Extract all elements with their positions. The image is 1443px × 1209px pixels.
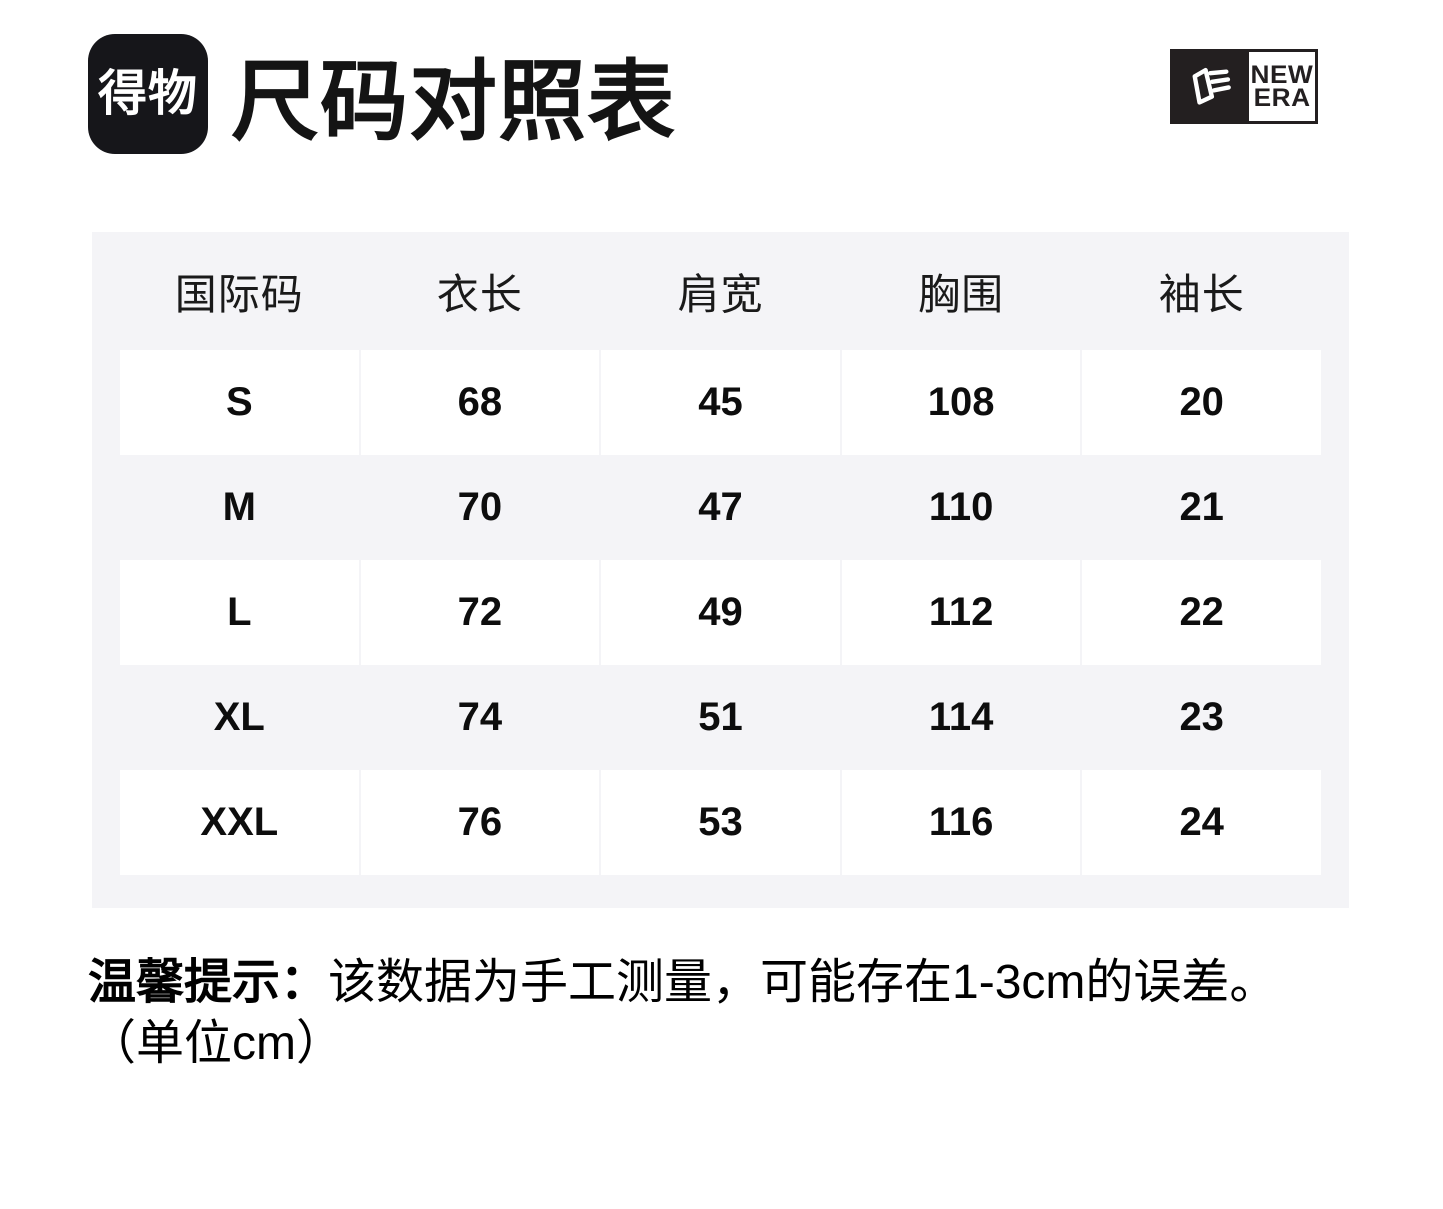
note-unit: （单位cm） xyxy=(88,1017,344,1071)
column-header-sleeve-length: 袖长 xyxy=(1158,270,1245,318)
page-title: 尺码对照表 xyxy=(231,51,677,151)
cell-chest: 112 xyxy=(841,560,1081,665)
cell-garment-length: 68 xyxy=(360,350,600,455)
note-text: 该数据为手工测量，可能存在1-3cm的误差。 xyxy=(328,956,1278,1009)
cell-chest: 110 xyxy=(928,485,994,529)
cell-size: L xyxy=(120,560,359,665)
cell-shoulder-width: 45 xyxy=(601,350,840,455)
new-era-word-line1: NEW xyxy=(1250,60,1314,89)
cell-size: S xyxy=(120,350,359,455)
note-label: 温馨提示： xyxy=(88,956,329,1009)
cell-sleeve-length: 21 xyxy=(1179,485,1224,529)
cell-garment-length: 72 xyxy=(360,560,600,665)
cell-shoulder-width: 47 xyxy=(698,485,743,529)
cell-shoulder-width: 49 xyxy=(601,560,840,665)
dewu-logo-text: 得物 xyxy=(97,66,198,121)
table-row-m: M 70 47 110 21 xyxy=(120,455,1321,560)
new-era-wordmark: NEW ERA xyxy=(1249,52,1315,121)
new-era-flag-panel xyxy=(1173,52,1249,121)
cell-shoulder-width: 53 xyxy=(601,770,840,875)
cell-shoulder-width: 51 xyxy=(698,695,743,739)
new-era-brand-logo: NEW ERA xyxy=(1170,49,1318,124)
measurement-note: 温馨提示：该数据为手工测量，可能存在1-3cm的误差。 （单位cm） xyxy=(88,952,1388,1075)
cell-size: XL xyxy=(213,695,265,739)
column-header-shoulder-width: 肩宽 xyxy=(677,270,764,318)
table-row-xl: XL 74 51 114 23 xyxy=(120,665,1321,770)
new-era-word-line2: ERA xyxy=(1253,83,1311,112)
cell-sleeve-length: 20 xyxy=(1082,350,1321,455)
cell-chest: 116 xyxy=(841,770,1081,875)
cell-garment-length: 76 xyxy=(360,770,600,875)
column-header-garment-length: 衣长 xyxy=(436,270,523,318)
cell-sleeve-length: 24 xyxy=(1082,770,1321,875)
note-line-1: 温馨提示：该数据为手工测量，可能存在1-3cm的误差。 xyxy=(88,952,1388,1013)
cell-garment-length: 74 xyxy=(457,695,503,739)
table-row-xxl: XXL 76 53 116 24 xyxy=(120,770,1321,875)
dewu-app-logo: 得物 xyxy=(88,34,208,154)
size-table: 国际码 衣长 肩宽 胸围 袖长 S 68 45 108 20 M 70 47 1… xyxy=(92,232,1349,908)
cell-sleeve-length: 23 xyxy=(1179,695,1224,739)
cell-sleeve-length: 22 xyxy=(1082,560,1321,665)
table-row-s: S 68 45 108 20 xyxy=(120,350,1321,455)
column-header-chest: 胸围 xyxy=(918,270,1005,318)
table-row-l: L 72 49 112 22 xyxy=(120,560,1321,665)
cell-size: M xyxy=(222,485,256,529)
new-era-flag-icon xyxy=(1183,57,1239,116)
column-header-intl-size: 国际码 xyxy=(174,270,304,318)
cell-size: XXL xyxy=(120,770,359,875)
cell-chest: 114 xyxy=(928,695,994,739)
note-line-2: （单位cm） xyxy=(88,1013,1388,1074)
size-table-header-row: 国际码 衣长 肩宽 胸围 袖长 xyxy=(120,232,1321,350)
cell-garment-length: 70 xyxy=(457,485,503,529)
cell-chest: 108 xyxy=(841,350,1081,455)
